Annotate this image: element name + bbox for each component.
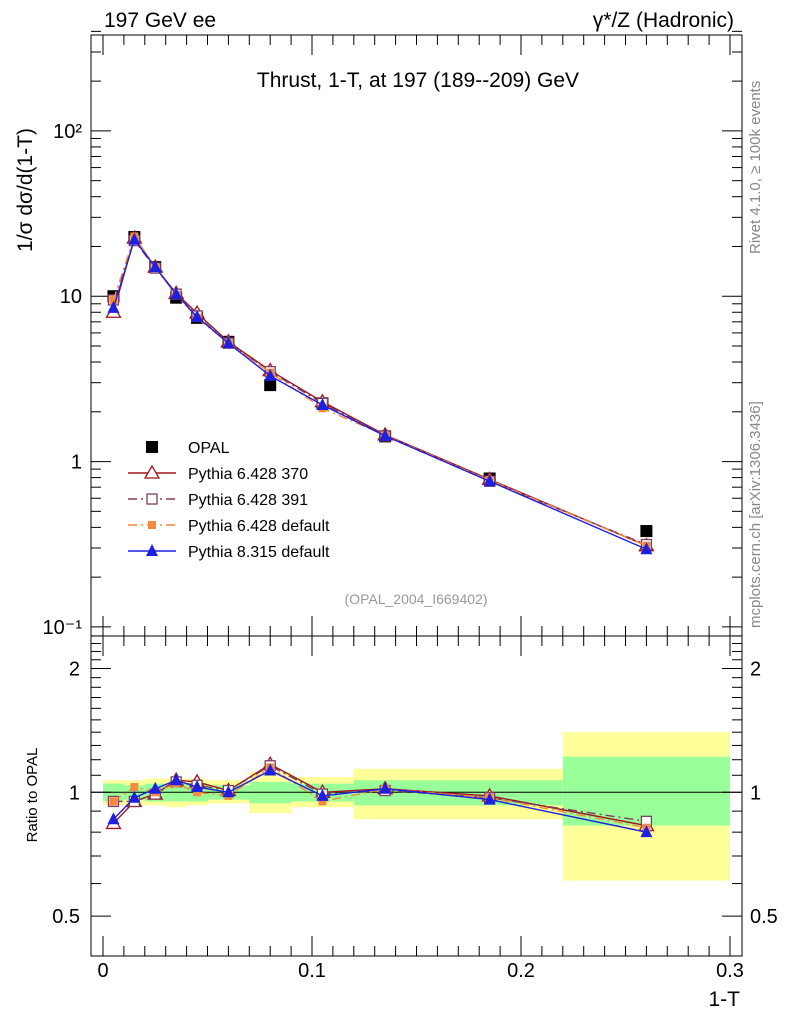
ratio-point-py8def [483,792,496,805]
legend-marker-opal [146,441,158,453]
x-tick-label: 0.1 [298,960,326,982]
ratio-y-tick-label-left: 2 [69,658,80,680]
ratio-y-tick-label-left: 1 [69,782,80,804]
legend-label-opal: OPAL [188,440,230,457]
ratio-point-py8def [640,825,653,838]
plot-title: Thrust, 1-T, at 197 (189--209) GeV [257,69,579,92]
data-point-py8def [128,232,141,245]
legend: OPAL Pythia 6.428 370 Pythia 6.428 391 Pyth… [128,440,330,561]
data-point-py8def [170,287,183,300]
legend-marker-py391 [146,493,158,505]
legend-item-py8def: Pythia 8.315 default [128,544,330,561]
rivet-version-label: Rivet 4.1.0, ≥ 100k events [747,81,764,254]
ratio-point-py6def [193,788,202,797]
legend-label-py391: Pythia 6.428 391 [188,492,308,509]
x-tick-label: 0.3 [716,960,744,982]
main-y-tick-label: 10⁻¹ [43,617,83,639]
ratio-plot-panel: 0 0.1 0.2 0.3 0.5 0.5 1 1 2 2 Ratio to OPAL 1-T [24,635,778,1011]
data-point-opal [264,379,277,392]
ratio-uncertainty-bands [91,732,742,881]
ratio-point-py6def [109,797,118,806]
ratio-point-py8def [107,812,120,825]
ratio-point-py8def [170,773,183,786]
data-point-py6def [109,295,118,304]
main-y-tick-label: 1 [71,452,82,474]
energy-header: 197 GeV ee [104,9,216,32]
main-y-axis-title: 1/σ dσ/d(1-T) [14,128,37,252]
legend-label-py6def: Pythia 6.428 default [188,518,330,535]
x-tick-label: 0 [97,960,108,982]
ratio-point-py8def [316,788,329,801]
data-point-py8def [107,300,120,313]
ratio-series-layer [105,755,655,838]
legend-item-py6def: Pythia 6.428 default [128,518,330,535]
ratio-y-tick-label-right: 1 [750,782,761,804]
legend-label-py8def: Pythia 8.315 default [188,544,330,561]
band-inner [562,756,730,826]
data-point-py8def [149,260,162,273]
data-point-py8def [191,309,204,322]
analysis-tag: (OPAL_2004_I669402) [345,591,488,607]
x-axis-title: 1-T [709,988,741,1011]
main-y-tick-label: 10² [53,121,82,143]
data-point-py8def [222,336,235,349]
data-point-opal [640,525,653,538]
data-point-py8def [316,397,329,410]
main-plot-panel: 10⁻¹ 1 10 10² Thrust, 1-T, at 197 (189--209… [14,30,743,639]
main-series-layer [105,229,655,555]
x-tick-label: 0.2 [507,960,535,982]
ratio-point-py8def [222,785,235,798]
process-gamma: γ [593,9,604,32]
legend-marker-py370 [143,464,161,479]
legend-item-py370: Pythia 6.428 370 [128,464,308,483]
data-point-py8def [264,368,277,381]
ratio-point-py6def [130,783,139,792]
ratio-y-tick-label-right: 0.5 [750,906,778,928]
legend-item-opal: OPAL [146,440,230,457]
data-point-py8def [483,474,496,487]
main-axis-ticks: 10⁻¹ 1 10 10² [43,30,742,639]
ratio-series-py8def [107,763,653,838]
ratio-point-py8def [191,780,204,793]
process-rest: */Z (Hadronic) [603,9,734,32]
ratio-point-py8def [264,763,277,776]
ratio-line-py6def [113,766,647,829]
process-header: γ*/Z (Hadronic) [593,9,734,32]
ratio-point-py8def [128,790,141,803]
mcplots-site-label: mcplots.cern.ch [arXiv:1306.3436] [747,401,764,628]
legend-marker-py6def [148,521,156,529]
ratio-point-py8def [379,781,392,794]
series-py8def [107,232,653,555]
ratio-y-axis-title: Ratio to OPAL [24,748,41,843]
data-point-py8def [640,542,653,555]
ratio-point-py8def [149,781,162,794]
data-point-py8def [379,428,392,441]
legend-label-py370: Pythia 6.428 370 [188,466,308,483]
ratio-point-py6def [318,797,327,806]
ratio-y-tick-label-right: 2 [750,658,761,680]
legend-item-py391: Pythia 6.428 391 [128,492,308,509]
ratio-axis-ticks: 0 0.1 0.2 0.3 0.5 0.5 1 1 2 2 [52,635,778,982]
ratio-y-tick-label-left: 0.5 [52,906,80,928]
main-y-tick-label: 10 [60,286,82,308]
legend-marker-py8def [146,544,158,556]
